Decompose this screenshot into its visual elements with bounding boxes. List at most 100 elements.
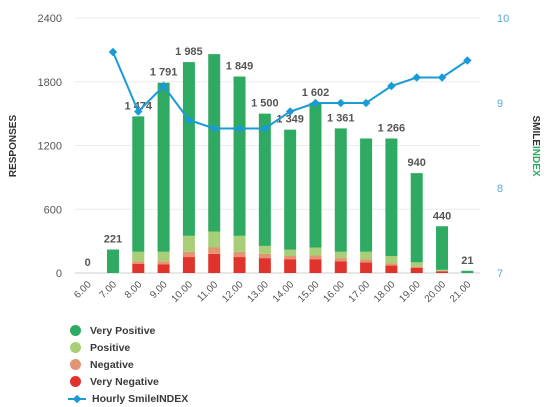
legend-label-very-negative: Very Negative xyxy=(90,375,159,388)
x-tick-label: 6.00 xyxy=(72,279,94,301)
bar-segment-positive xyxy=(182,235,195,252)
y2-axis-title: SMILEINDEX xyxy=(530,115,541,176)
legend-item-negative[interactable]: Negative xyxy=(68,356,188,373)
bar-segment-negative xyxy=(436,270,449,272)
y-axis-title: RESPONSES xyxy=(8,115,19,178)
y2-tick-label: 9 xyxy=(497,98,503,110)
x-tick-label: 11.00 xyxy=(195,279,220,304)
bar-segment-very-negative xyxy=(309,259,322,273)
bar-segment-negative xyxy=(233,251,246,258)
legend-item-smileindex[interactable]: Hourly SmileINDEX xyxy=(68,390,188,407)
y2-tick-label: 7 xyxy=(497,268,503,280)
legend-swatch-very-negative xyxy=(70,376,81,387)
smileindex-point xyxy=(437,73,447,82)
bar-segment-negative xyxy=(132,261,145,264)
bar-segment-negative xyxy=(385,263,398,266)
bar-segment-very-positive xyxy=(410,173,423,263)
bar-total-label: 0 xyxy=(85,257,91,269)
bar-segment-negative xyxy=(334,258,347,262)
bar-total-label: 21 xyxy=(461,255,473,267)
x-tick-label: 12.00 xyxy=(220,279,246,305)
bar-segment-negative xyxy=(284,256,297,260)
x-tick-label: 18.00 xyxy=(372,279,398,305)
bar-segment-negative xyxy=(309,255,322,260)
smileindex-point xyxy=(108,47,118,57)
bar-segment-positive xyxy=(360,251,373,260)
legend-label-positive: Positive xyxy=(90,341,131,354)
bar-segment-positive xyxy=(132,251,145,262)
bar-segment-negative xyxy=(410,266,423,268)
bar-segment-very-negative xyxy=(208,253,221,273)
bar-segment-negative xyxy=(182,251,195,258)
smileindex-point xyxy=(336,98,346,108)
bar-segment-positive xyxy=(157,251,170,262)
bar-total-label: 1 500 xyxy=(251,98,279,110)
bar-segment-very-positive xyxy=(360,138,373,252)
y-tick-label: 1800 xyxy=(38,77,62,89)
legend-swatch-very-positive xyxy=(70,325,81,336)
bar-segment-positive xyxy=(410,262,423,267)
bar-segment-positive xyxy=(334,251,347,259)
x-tick-label: 8.00 xyxy=(123,279,145,301)
bar-segment-very-negative xyxy=(258,258,271,273)
legend-swatch-positive xyxy=(70,342,81,353)
legend: Very Positive Positive Negative Very Neg… xyxy=(68,322,188,407)
bar-segment-very-positive xyxy=(106,249,119,273)
bar-segment-negative xyxy=(258,253,271,259)
bar-segment-very-positive xyxy=(258,113,271,246)
y2-axis-title-prefix: SMILE xyxy=(530,115,541,146)
x-tick-label: 13.00 xyxy=(245,279,271,305)
y-tick-label: 0 xyxy=(56,268,62,280)
y2-tick-label: 8 xyxy=(497,183,503,195)
bar-segment-very-positive xyxy=(284,129,297,250)
smileindex-point xyxy=(134,107,143,116)
bar-segment-very-negative xyxy=(334,261,347,273)
y2-axis-title-suffix: INDEX xyxy=(530,146,541,177)
bar-segment-very-positive xyxy=(309,102,322,248)
bar-segment-very-positive xyxy=(208,54,221,232)
bar-segment-positive xyxy=(258,245,271,254)
legend-item-very-positive[interactable]: Very Positive xyxy=(68,322,188,339)
bar-segment-very-positive xyxy=(385,138,398,256)
legend-label-negative: Negative xyxy=(90,358,134,371)
smileindex-point xyxy=(361,98,371,108)
bar-segment-positive xyxy=(233,235,246,252)
bar-segment-very-positive xyxy=(233,76,246,236)
bar-segment-very-positive xyxy=(436,226,449,270)
bar-segment-very-negative xyxy=(182,257,195,273)
bar-segment-very-negative xyxy=(360,262,373,273)
y-tick-label: 1200 xyxy=(38,141,62,153)
legend-item-positive[interactable]: Positive xyxy=(68,339,188,356)
bar-segment-negative xyxy=(208,247,221,254)
bar-segment-positive xyxy=(385,256,398,264)
smileindex-point xyxy=(412,73,421,82)
legend-item-very-negative[interactable]: Very Negative xyxy=(68,373,188,390)
smileindex-point xyxy=(463,56,472,65)
x-tick-label: 14.00 xyxy=(271,279,297,305)
x-tick-label: 19.00 xyxy=(397,279,423,305)
bar-segment-positive xyxy=(208,231,221,248)
x-tick-label: 21.00 xyxy=(448,279,474,305)
bar-segment-negative xyxy=(360,259,373,263)
smileindex-point xyxy=(159,81,168,91)
bar-total-label: 440 xyxy=(433,210,451,222)
smileindex-point xyxy=(235,124,244,133)
x-tick-label: 9.00 xyxy=(148,279,170,301)
bar-segment-very-positive xyxy=(157,82,170,252)
bar-segment-very-positive xyxy=(132,116,145,252)
bar-total-label: 1 266 xyxy=(378,122,406,134)
bar-segment-very-negative xyxy=(157,264,170,273)
x-tick-label: 20.00 xyxy=(423,279,449,305)
bar-total-label: 1 361 xyxy=(327,112,355,124)
bar-segment-very-positive xyxy=(182,62,195,236)
x-tick-label: 15.00 xyxy=(296,279,322,305)
x-tick-label: 10.00 xyxy=(170,279,196,305)
smileindex-point xyxy=(387,81,396,91)
bar-total-label: 1 602 xyxy=(302,87,330,99)
y-tick-label: 2400 xyxy=(38,13,62,25)
bar-segment-very-negative xyxy=(132,263,145,273)
legend-swatch-smileindex-line xyxy=(68,393,86,404)
bar-segment-very-negative xyxy=(233,257,246,273)
bar-segment-negative xyxy=(157,261,170,265)
